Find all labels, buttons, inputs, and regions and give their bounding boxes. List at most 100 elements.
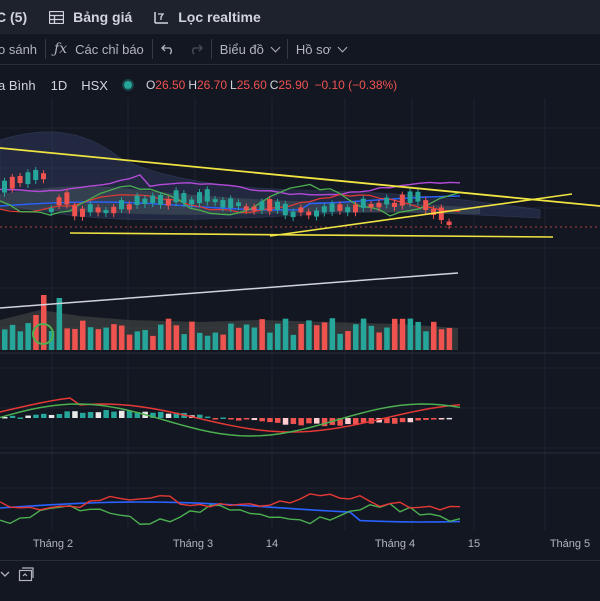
profile-dropdown[interactable]: Hồ sơ [296,34,348,64]
time-axis[interactable]: Tháng 2 Tháng 3 14 Tháng 4 15 Tháng 5 [0,530,600,560]
candle-body [220,200,226,208]
macd-histogram-bar [384,418,390,424]
macd-histogram-bar [56,414,63,418]
candle-body [48,208,54,213]
trendline-rising [269,193,573,237]
macd-histogram-bar [399,418,406,423]
volume-bar [9,324,16,350]
volume-bar [173,325,180,350]
volume-bar [243,324,250,350]
price-board-button[interactable]: Bảng giá [49,9,132,25]
macd-histogram-bar [64,411,70,418]
macd-histogram-bar [9,415,16,418]
candlestick-series [2,167,452,229]
open-label: O [145,78,156,92]
tab-partial[interactable]: C (5) [0,9,27,25]
candle-body [87,204,93,213]
macd-histogram-bar [407,418,414,423]
volume-bar [220,334,226,350]
ma-line-red [0,193,461,214]
price-chart-canvas[interactable] [0,98,600,530]
macd-histogram-bar [17,417,24,419]
volume-bar [399,318,406,350]
macd-histogram-bar [134,412,141,418]
timeframe[interactable]: 1D [50,77,68,93]
macd-histogram-bar [111,411,117,418]
chart-type-label: Biểu đồ [219,41,264,57]
macd-histogram-bar [345,418,351,425]
redo-button[interactable] [189,34,203,64]
candle-body [353,204,358,213]
candle-body [228,198,234,208]
indicators-button[interactable]: ƒx Các chỉ báo [54,34,144,64]
volume-bar [392,318,398,350]
symbol-name[interactable]: a Bình [0,77,36,93]
top-bar: C (5) Bảng giá Lọc realtime [0,0,600,35]
volume-bar [384,327,390,350]
macd-histogram-bar [337,418,343,426]
volume-bar [431,321,437,350]
volume-bar [2,329,8,350]
volume-bar [353,324,359,350]
volume-bar [17,331,24,350]
high-value: 26.70 [197,78,228,92]
candle-body [80,208,85,217]
volume-bar [87,327,94,350]
candle-body [306,211,312,216]
toolbar-divider [45,39,47,59]
dmi-pane [0,493,461,525]
macd-histogram-bar [165,413,172,418]
trendlines[interactable] [0,147,600,238]
low-value: 25.60 [236,78,267,92]
macd-histogram-bar [267,418,273,423]
candle-body [158,194,163,205]
candle-body [368,203,374,208]
volume-bar [368,325,375,350]
toolbar-divider [151,39,153,59]
macd-histogram-bar [95,412,102,418]
macd-histogram-bar [306,418,312,424]
time-axis-label: 14 [265,538,279,550]
ma-line-blue [0,195,461,211]
close-value: 25.90 [278,78,309,92]
exchange: HSX [81,77,108,93]
chevron-down-icon[interactable] [0,569,10,579]
candle-body [134,195,140,206]
volume-pane [0,272,459,350]
candle-body [2,180,7,193]
volume-bar [56,298,63,350]
realtime-filter-label: Lọc realtime [178,9,261,25]
trendline-upper [0,147,600,207]
volume-bar [111,324,117,350]
volume-bar [360,318,367,350]
candle-body [189,199,195,205]
undo-icon [160,44,172,55]
undo-button[interactable] [160,34,175,64]
volume-bar [282,318,289,350]
realtime-filter-button[interactable]: Lọc realtime [154,9,261,25]
macd-histogram-bar [25,415,31,418]
candle-body [103,210,109,214]
chart-type-dropdown[interactable]: Biểu đồ [219,34,281,64]
macd-histogram-bar [360,418,367,423]
candle-body [236,202,241,206]
macd-line [0,397,461,433]
compare-button[interactable]: o sánh [0,34,37,64]
candle-body [9,176,15,189]
candle-body [275,201,280,210]
macd-histogram-bar [204,416,211,419]
macd-signal-line [0,403,461,437]
volume-bar [189,321,195,350]
candle-body [243,206,249,211]
volume-bar [329,318,336,350]
macd-histogram-bar [228,418,234,420]
candle-body [345,207,351,213]
volume-bar [407,318,414,350]
volume-bar [236,327,242,350]
replay-icon[interactable] [18,567,34,583]
candle-body [298,207,304,213]
indicators-label: Các chỉ báo [75,41,144,57]
candle-body [384,197,390,205]
macd-histogram-bar [87,412,94,418]
volume-bar [181,334,187,350]
